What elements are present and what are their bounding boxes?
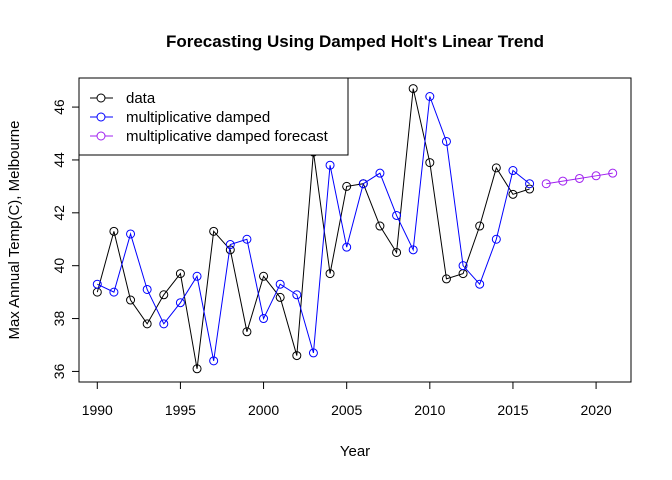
data-point: [508, 166, 518, 176]
data-point: [574, 173, 584, 183]
data-point: [259, 271, 269, 281]
legend-marker: [96, 112, 106, 122]
data-point: [175, 269, 185, 279]
data-point: [242, 327, 252, 337]
data-point: [441, 136, 451, 146]
y-axis-label: Max Annual Temp(C), Melbourne: [6, 121, 23, 340]
data-point: [392, 210, 402, 220]
data-point: [142, 284, 152, 294]
data-point: [491, 234, 501, 244]
data-point: [209, 226, 219, 236]
legend-marker: [96, 131, 106, 141]
x-tick-label: 1990: [82, 402, 113, 418]
legend-marker: [96, 93, 106, 103]
data-point: [192, 364, 202, 374]
x-tick-label: 2015: [497, 402, 528, 418]
legend-box: [78, 77, 349, 156]
data-point: [541, 179, 551, 189]
data-point: [308, 348, 318, 358]
x-tick-label: 2010: [414, 402, 445, 418]
data-point: [159, 319, 169, 329]
x-tick-label: 1995: [165, 402, 196, 418]
data-point: [358, 179, 368, 189]
data-point: [126, 295, 136, 305]
legend: data multiplicative damped multiplicative …: [78, 77, 349, 156]
data-point: [325, 160, 335, 170]
series-multiplicative-damped-forecast: [541, 168, 618, 189]
legend-label: multiplicative damped forecast: [126, 128, 329, 145]
legend-label: multiplicative damped: [126, 109, 270, 126]
chart-title: Forecasting Using Damped Holt's Linear T…: [166, 32, 544, 51]
y-tick-label: 36: [51, 363, 67, 379]
data-point: [342, 181, 352, 191]
data-point: [441, 274, 451, 284]
y-axis: 36 38 40 42 44 46: [51, 99, 80, 379]
x-tick-label: 2000: [248, 402, 279, 418]
y-tick-label: 44: [51, 152, 67, 168]
data-point: [375, 221, 385, 231]
data-point: [408, 245, 418, 255]
data-point: [175, 298, 185, 308]
data-point: [192, 271, 202, 281]
data-point: [92, 279, 102, 289]
legend-label: data: [126, 90, 156, 107]
data-point: [425, 92, 435, 102]
y-tick-label: 42: [51, 205, 67, 221]
data-point: [525, 179, 535, 189]
series-line: [546, 172, 613, 185]
data-point: [525, 184, 535, 194]
data-point: [608, 168, 618, 178]
data-point: [491, 163, 501, 173]
data-point: [259, 314, 269, 324]
y-tick-label: 38: [51, 311, 67, 327]
data-point: [508, 189, 518, 199]
data-point: [209, 356, 219, 366]
data-point: [425, 158, 435, 168]
data-point: [109, 226, 119, 236]
x-tick-label: 2005: [331, 402, 362, 418]
data-point: [109, 287, 119, 297]
data-point: [275, 292, 285, 302]
series-layer: [92, 84, 618, 374]
data-point: [292, 351, 302, 361]
data-point: [408, 84, 418, 94]
data-point: [225, 240, 235, 250]
data-point: [275, 279, 285, 289]
data-point: [392, 247, 402, 257]
data-point: [325, 269, 335, 279]
data-point: [558, 176, 568, 186]
data-point: [342, 242, 352, 252]
data-point: [375, 168, 385, 178]
data-point: [142, 319, 152, 329]
y-tick-label: 40: [51, 258, 67, 274]
data-point: [292, 290, 302, 300]
x-axis-label: Year: [340, 443, 370, 460]
x-tick-label: 2020: [581, 402, 612, 418]
data-point: [126, 229, 136, 239]
data-point: [242, 234, 252, 244]
series-multiplicative-damped: [92, 92, 535, 366]
y-tick-label: 46: [51, 99, 67, 115]
data-point: [458, 261, 468, 271]
data-point: [159, 290, 169, 300]
x-axis: 1990 1995 2000 2005 2010 2015 2020: [82, 381, 612, 418]
data-point: [591, 171, 601, 181]
data-point: [475, 279, 485, 289]
series-line: [97, 96, 530, 361]
data-point: [475, 221, 485, 231]
